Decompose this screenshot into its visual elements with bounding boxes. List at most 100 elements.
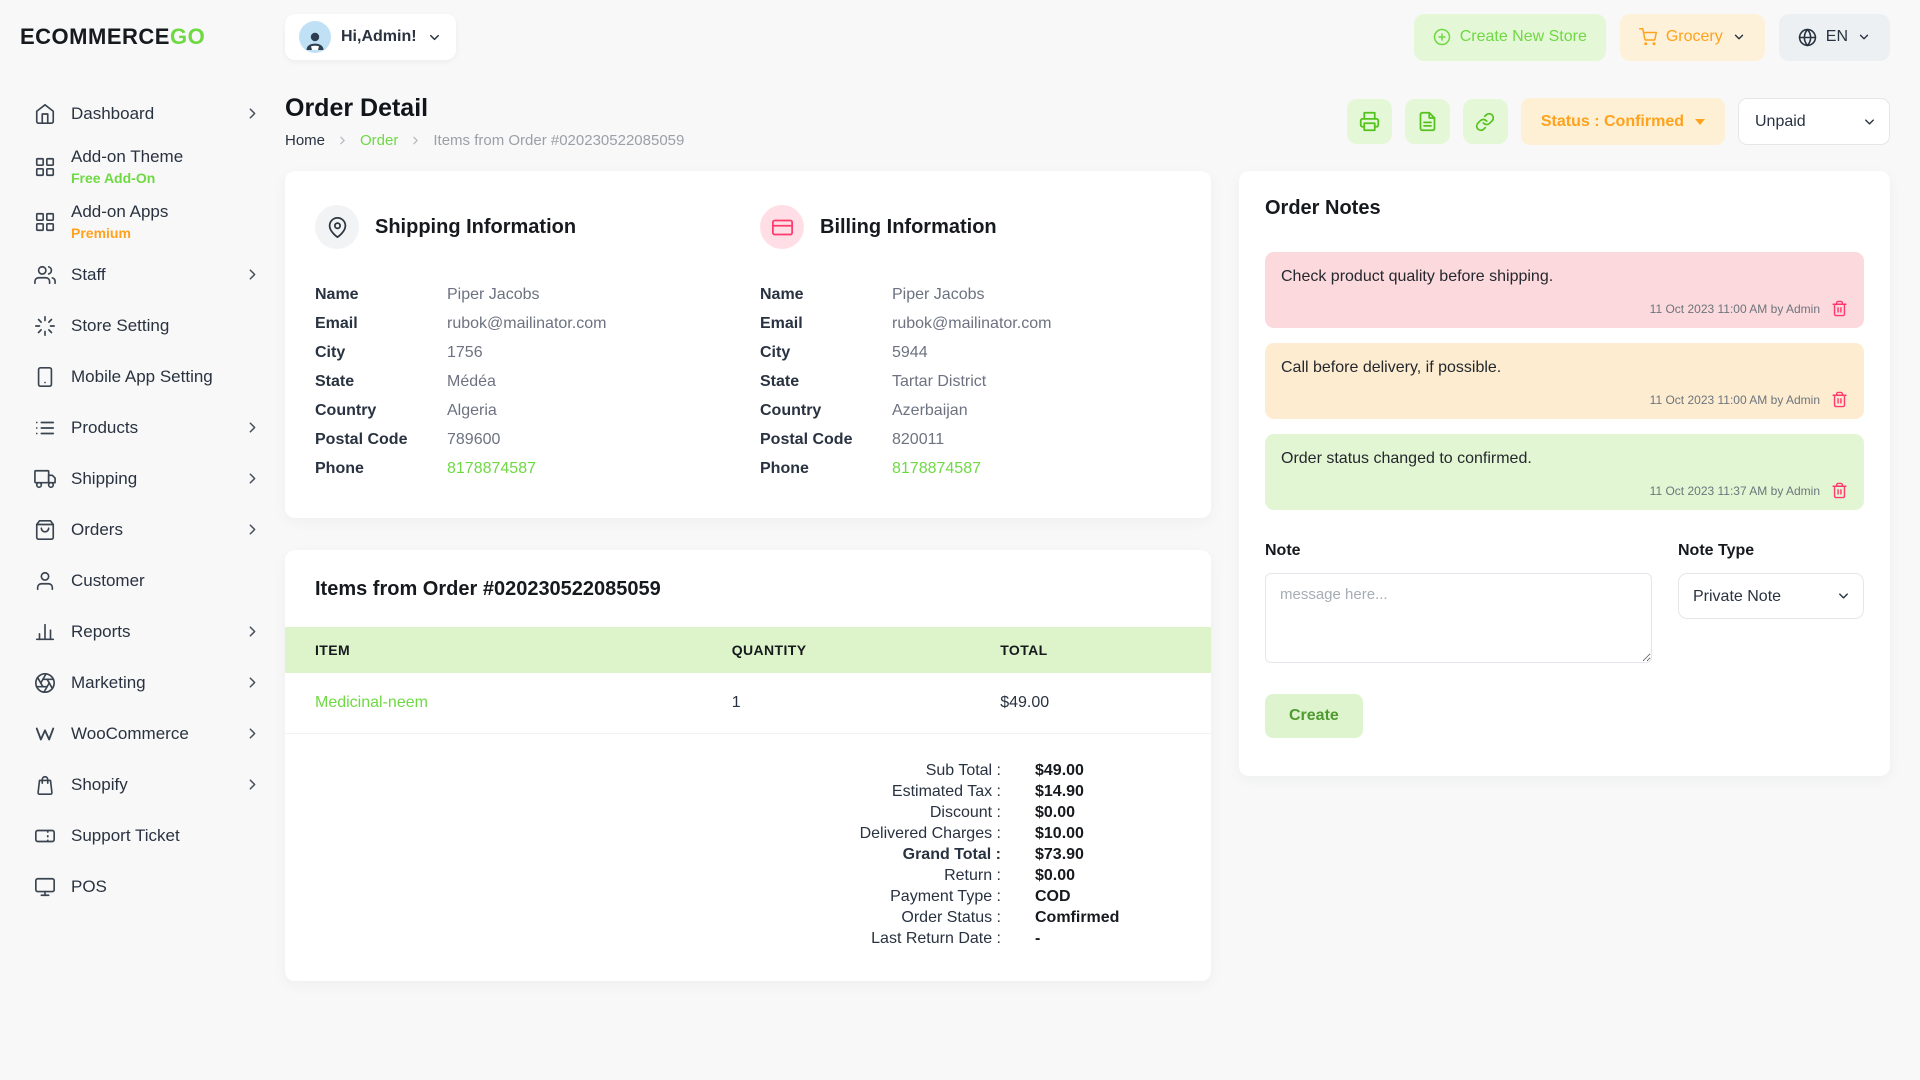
sidebar-item-addon-apps[interactable]: Add-on Apps Premium bbox=[22, 194, 273, 249]
copy-link-button[interactable] bbox=[1462, 99, 1508, 144]
chevron-right-icon bbox=[249, 626, 256, 637]
map-pin-icon bbox=[315, 205, 359, 249]
top-header: ECOMMERCEGO Hi,Admin! Create New Store G… bbox=[0, 0, 1920, 74]
page-header: Order Detail Home Order Items from Order… bbox=[285, 94, 1890, 149]
payment-status-select-wrap: Unpaid bbox=[1738, 98, 1890, 145]
plus-circle-icon bbox=[1433, 28, 1450, 46]
sidebar-item-support-ticket[interactable]: Support Ticket bbox=[22, 810, 273, 861]
info-row: Phone 8178874587 bbox=[315, 460, 536, 477]
shopping-bag-icon bbox=[35, 519, 55, 540]
sidebar-item-addon-theme[interactable]: Add-on Theme Free Add-On bbox=[22, 139, 273, 194]
chevron-right-icon bbox=[249, 473, 256, 484]
order-note: Order status changed to confirmed. 11 Oc… bbox=[1265, 434, 1864, 510]
topbar-actions: Create New Store Grocery EN bbox=[1413, 13, 1890, 61]
aperture-icon bbox=[35, 672, 55, 693]
item-product-link[interactable]: Medicinal-neem bbox=[315, 694, 428, 711]
sidebar-item-shopify[interactable]: Shopify bbox=[22, 759, 273, 810]
page-title: Order Detail bbox=[285, 94, 429, 122]
column-total: TOTAL bbox=[970, 627, 1211, 673]
shopify-bag-icon bbox=[37, 775, 53, 795]
chevron-down-icon bbox=[1859, 34, 1869, 40]
file-text-icon bbox=[1419, 111, 1436, 132]
users-icon bbox=[34, 265, 56, 284]
chevron-right-icon bbox=[249, 524, 256, 535]
shipping-phone-link[interactable]: 8178874587 bbox=[447, 460, 536, 477]
sidebar-item-marketing[interactable]: Marketing bbox=[22, 657, 273, 708]
home-icon bbox=[35, 103, 55, 124]
delete-note-button[interactable] bbox=[1830, 481, 1849, 500]
note-message-input[interactable] bbox=[1265, 573, 1652, 663]
premium-badge: Premium bbox=[71, 225, 131, 241]
delete-note-button[interactable] bbox=[1830, 299, 1849, 318]
chevron-right-icon bbox=[249, 779, 256, 790]
breadcrumb-order-link[interactable]: Order bbox=[360, 132, 399, 149]
order-status-label: Status : Confirmed bbox=[1540, 112, 1684, 130]
ticket-icon bbox=[35, 829, 55, 842]
create-new-store-button[interactable]: Create New Store bbox=[1413, 13, 1606, 61]
link-icon bbox=[1476, 112, 1495, 131]
note-type-select-wrap: Private Note bbox=[1678, 573, 1864, 619]
shipping-info-section: Shipping Information Name Piper Jacobs Em… bbox=[315, 205, 736, 488]
order-notes-title: Order Notes bbox=[1265, 197, 1381, 219]
user-menu[interactable]: Hi,Admin! bbox=[285, 14, 456, 60]
chevron-right-icon bbox=[340, 136, 345, 145]
sidebar-item-woocommerce[interactable]: WooCommerce bbox=[22, 708, 273, 759]
payment-status-select[interactable]: Unpaid bbox=[1738, 98, 1890, 145]
sidebar-item-pos[interactable]: POS bbox=[22, 861, 273, 912]
shipping-info-title: Shipping Information bbox=[375, 215, 577, 238]
sidebar-item-mobile-app-setting[interactable]: Mobile App Setting bbox=[22, 351, 273, 402]
add-note-form: Note Create Note Type Private Note bbox=[1265, 542, 1864, 738]
user-icon bbox=[36, 571, 54, 590]
note-type-label: Note Type bbox=[1678, 542, 1755, 559]
note-type-select[interactable]: Private Note bbox=[1678, 573, 1864, 619]
sidebar-item-reports[interactable]: Reports bbox=[22, 606, 273, 657]
user-avatar-icon bbox=[299, 21, 331, 53]
language-label: EN bbox=[1825, 28, 1848, 45]
note-timestamp: 11 Oct 2023 11:37 AM by Admin bbox=[1649, 483, 1820, 498]
column-quantity: QUANTITY bbox=[701, 627, 971, 673]
layout-grid-icon bbox=[35, 157, 55, 176]
store-selector-button[interactable]: Grocery bbox=[1619, 13, 1765, 61]
note-timestamp: 11 Oct 2023 11:00 AM by Admin bbox=[1649, 301, 1820, 316]
billing-info-title: Billing Information bbox=[820, 215, 997, 238]
chevron-down-icon bbox=[429, 34, 439, 40]
info-row: Postal Code 820011 bbox=[760, 431, 945, 448]
bar-chart-icon bbox=[35, 623, 55, 640]
sidebar-item-orders[interactable]: Orders bbox=[22, 504, 273, 555]
breadcrumb-home-link[interactable]: Home bbox=[285, 132, 326, 149]
chevron-right-icon bbox=[249, 422, 256, 433]
info-row: Phone 8178874587 bbox=[760, 460, 981, 477]
create-note-button[interactable]: Create bbox=[1265, 694, 1363, 738]
delete-note-button[interactable] bbox=[1830, 390, 1849, 409]
info-row: State Médéa bbox=[315, 373, 496, 390]
sidebar-item-staff[interactable]: Staff bbox=[22, 249, 273, 300]
sidebar-item-dashboard[interactable]: Dashboard bbox=[22, 88, 273, 139]
invoice-button[interactable] bbox=[1404, 99, 1450, 144]
order-items-table: ITEM QUANTITY TOTAL Medicinal-neem 1 $49… bbox=[285, 627, 1211, 734]
caret-down-icon bbox=[1695, 118, 1705, 125]
language-selector-button[interactable]: EN bbox=[1778, 13, 1890, 61]
loader-icon bbox=[35, 315, 55, 336]
table-row: Medicinal-neem 1 $49.00 bbox=[285, 673, 1211, 734]
globe-icon bbox=[1798, 28, 1816, 46]
sidebar-item-store-setting[interactable]: Store Setting bbox=[22, 300, 273, 351]
free-addon-badge: Free Add-On bbox=[71, 170, 156, 186]
sidebar-item-products[interactable]: Products bbox=[22, 402, 273, 453]
sidebar: Dashboard Add-on Theme Free Add-On Add-o… bbox=[0, 74, 285, 1080]
credit-card-icon bbox=[760, 205, 804, 249]
sidebar-item-shipping[interactable]: Shipping bbox=[22, 453, 273, 504]
item-quantity: 1 bbox=[701, 673, 971, 734]
item-total: $49.00 bbox=[970, 673, 1211, 734]
print-button[interactable] bbox=[1346, 99, 1392, 144]
store-selector-label: Grocery bbox=[1665, 28, 1723, 45]
info-row: Country Algeria bbox=[315, 402, 497, 419]
trash-icon bbox=[1832, 391, 1847, 408]
page-actions: Status : Confirmed Unpaid bbox=[1346, 98, 1890, 145]
sidebar-item-customer[interactable]: Customer bbox=[22, 555, 273, 606]
info-row: State Tartar District bbox=[760, 373, 987, 390]
info-row: Name Piper Jacobs bbox=[760, 286, 985, 303]
app-logo[interactable]: ECOMMERCEGO bbox=[20, 24, 285, 50]
order-status-dropdown[interactable]: Status : Confirmed bbox=[1520, 98, 1725, 145]
billing-phone-link[interactable]: 8178874587 bbox=[892, 460, 981, 477]
breadcrumb-current: Items from Order #020230522085059 bbox=[433, 132, 685, 149]
